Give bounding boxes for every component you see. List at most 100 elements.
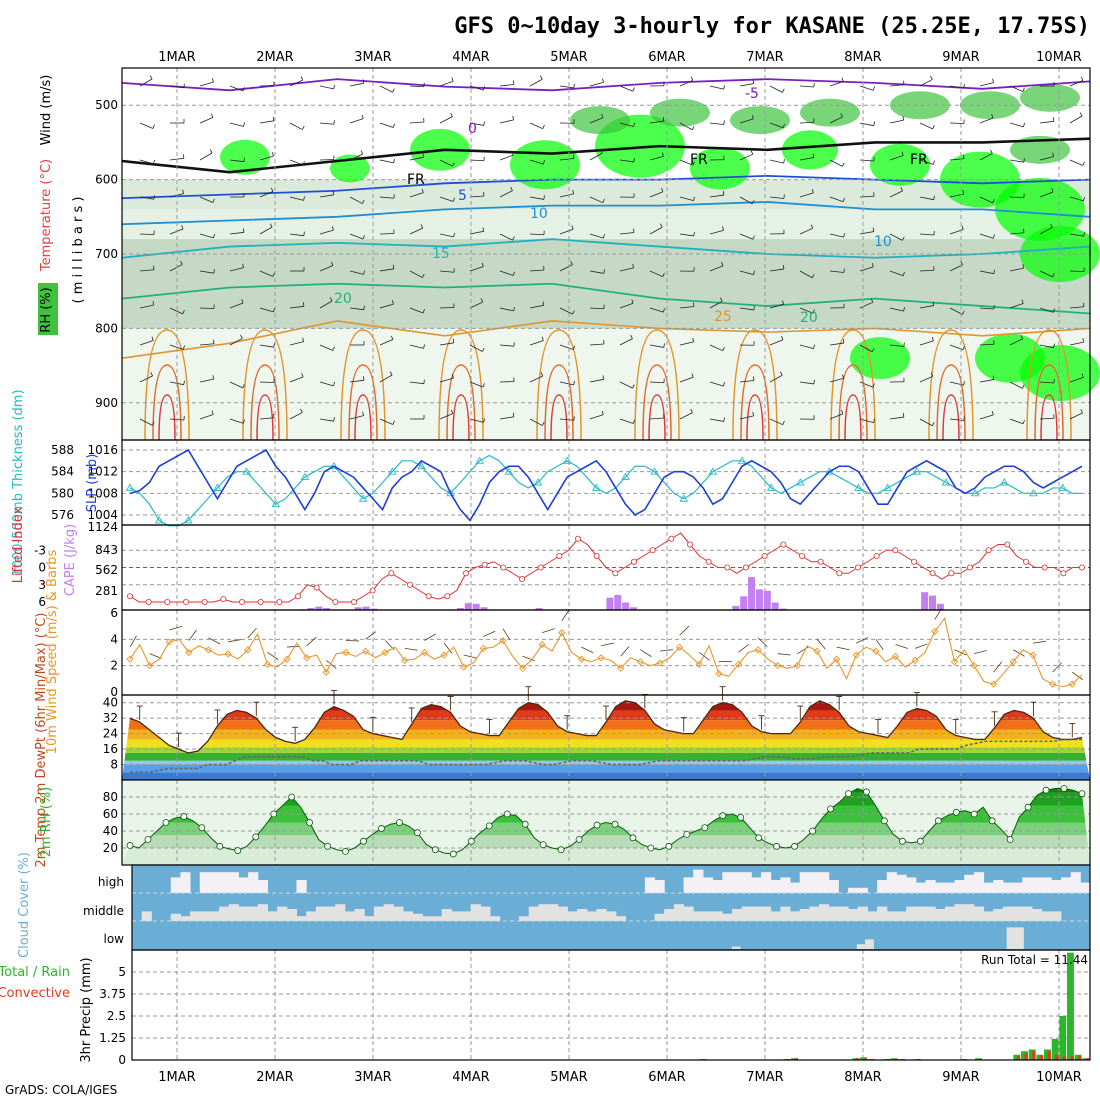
wind-barb [439, 342, 454, 346]
cloud-cell-high [741, 872, 752, 893]
wind-barb [709, 229, 724, 235]
precip-convective-legend: Convective [0, 986, 70, 1001]
isotherm-diurnal-loop [838, 364, 868, 441]
wind-barb [169, 307, 183, 315]
wind-barb [812, 309, 815, 314]
wind-barb [409, 307, 424, 314]
wind-speed-line-marker [263, 660, 272, 668]
wind-tick-label: 2 [110, 659, 118, 673]
wind-barb [439, 233, 454, 238]
wind-speed-line-marker [538, 640, 546, 649]
wind-barb [859, 266, 874, 272]
wind-speed-line-marker [734, 660, 743, 668]
rh-2m-axis-label: 2m RH (%) [39, 787, 54, 858]
wind-speed-line-marker [420, 648, 429, 657]
lifted-index-marker [724, 564, 731, 571]
wind-barb [209, 149, 213, 154]
wind-barb [329, 297, 333, 302]
rh-marker [611, 820, 619, 828]
wind-barb [829, 377, 844, 383]
cloud-cell-middle [248, 906, 259, 921]
wind-barb [453, 232, 455, 237]
temp-color-band [122, 764, 1090, 773]
cloud-cell-middle [538, 904, 549, 921]
wind-barb [451, 77, 454, 82]
wind-barb [919, 196, 934, 201]
wind-barb [392, 420, 395, 425]
temp-tick-label: 16 [103, 742, 118, 756]
temp-minmax-bar [175, 732, 182, 748]
wind-barb [649, 344, 664, 348]
isotherm-label: 20 [800, 310, 818, 326]
wind-barb [542, 301, 545, 306]
cape-bar [606, 597, 614, 610]
wind-speed-line [129, 616, 1083, 688]
wind-barb [949, 307, 963, 315]
wind-barb [842, 339, 845, 344]
wind-barb [662, 117, 665, 122]
wind-barb [1009, 267, 1024, 272]
slp-tick-label: 1008 [87, 486, 118, 500]
wind-barb [739, 83, 754, 87]
wind-barb [139, 375, 153, 383]
rh-marker [378, 825, 385, 832]
wind-barb [919, 340, 934, 346]
wind-barb [842, 162, 845, 167]
thickness-line-marker [475, 456, 484, 464]
wind-barb [589, 196, 603, 204]
wind-barb [349, 379, 364, 383]
wind-barb [333, 84, 335, 89]
wind-barb-10m [542, 628, 555, 633]
wind-barb [572, 345, 575, 350]
wind-tick-label: 6 [110, 606, 118, 620]
rh-marker [521, 820, 529, 828]
wind-barb [992, 199, 995, 204]
wind-barb [811, 274, 815, 278]
wind-barb [889, 119, 904, 124]
thickness-line-marker [300, 472, 310, 481]
isotherm-label: 10 [530, 206, 548, 222]
wind-barb [499, 154, 514, 161]
wind-barb [859, 344, 873, 353]
wind-barb [422, 273, 425, 278]
wind-barb [932, 160, 935, 165]
wind-barb-10m [601, 642, 614, 647]
wind-barb [389, 371, 393, 376]
cloud-cell-high [983, 882, 994, 893]
wind-barb [902, 116, 905, 121]
wind-barb [451, 374, 454, 379]
slp-line [129, 448, 1083, 522]
wind-barb [139, 78, 153, 87]
rh-marker [449, 850, 457, 858]
temp-color-band [122, 760, 1090, 765]
wind-barb [993, 269, 995, 274]
cloud-cell-high [199, 872, 210, 893]
cloud-cell-middle [896, 911, 907, 921]
isotherm-label: 25 [714, 309, 732, 325]
wind-speed-line-marker [872, 647, 880, 655]
wind-barb [212, 198, 215, 203]
cloud-level-label: high [98, 875, 124, 889]
cloud-cell-middle [470, 904, 481, 921]
wind-barb [559, 158, 574, 161]
wind-barb [302, 161, 305, 166]
wind-barb [439, 159, 453, 167]
lifted-index-axis-label: Lifted Index [11, 506, 26, 583]
rh-marker [557, 846, 565, 854]
rh-marker [773, 842, 781, 850]
wind-barb [1082, 338, 1085, 343]
wind-barb [379, 85, 393, 93]
lifted-index-marker [369, 587, 376, 594]
rh-moist-patch [730, 106, 790, 135]
isotherm-diurnal-loop [844, 394, 862, 441]
wind-barb [392, 123, 395, 128]
rh-marker [934, 817, 942, 825]
cloud-cell-middle [760, 906, 772, 921]
wind-barb [1022, 264, 1025, 269]
wind-barb [242, 419, 245, 424]
wind-barb [469, 122, 484, 126]
wind-barb [992, 234, 995, 239]
cape-tick-label: 281 [95, 584, 118, 598]
wind-barb [979, 414, 994, 420]
wind-barb [782, 123, 785, 128]
